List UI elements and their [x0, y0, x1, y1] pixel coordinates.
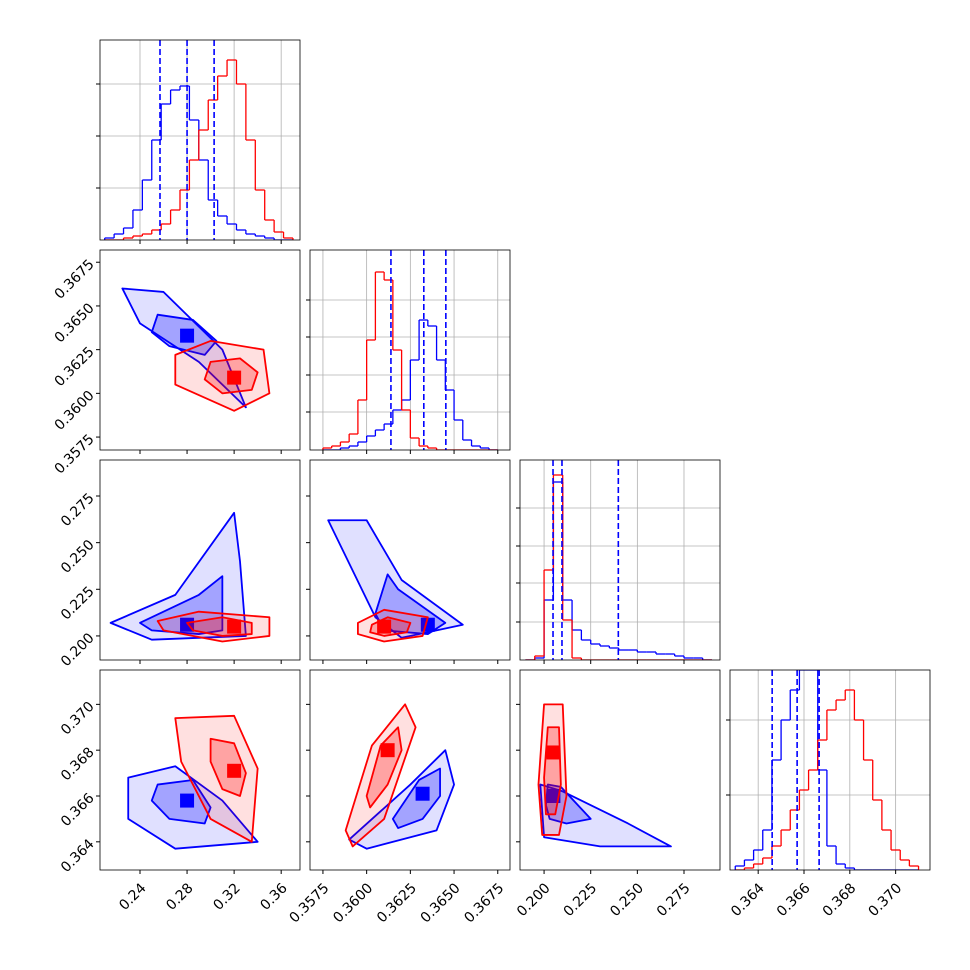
x-tick-label: 0.370	[866, 880, 906, 920]
x-tick-label: 0.200	[514, 880, 554, 920]
y-tick-label: 0.370	[58, 699, 98, 739]
histograms	[734, 670, 920, 870]
density-panel	[127, 714, 259, 850]
density-peak	[227, 619, 242, 634]
x-tick-label: 0.3625	[374, 880, 420, 926]
panel-frame	[309, 249, 511, 451]
y-tick-label: 0.200	[58, 630, 98, 670]
contour	[174, 340, 271, 412]
x-tick-label: 0.32	[210, 880, 243, 913]
density-peak	[380, 743, 395, 758]
x-tick-label: 0.3600	[330, 880, 376, 926]
y-tick-label: 0.3625	[52, 344, 98, 390]
density-peak	[227, 370, 242, 385]
density-panel	[327, 519, 464, 643]
histograms	[322, 271, 498, 450]
x-tick-label: 0.3675	[461, 880, 507, 926]
density-peak	[546, 745, 561, 760]
panel-frame	[729, 669, 931, 871]
panel-frame	[99, 459, 301, 661]
y-tick-label: 0.225	[58, 584, 98, 624]
density-panel	[109, 511, 271, 643]
y-tick-label: 0.366	[58, 790, 98, 830]
x-tick-label: 0.3575	[287, 880, 333, 926]
x-tick-label: 0.24	[116, 880, 149, 913]
density-panel	[537, 703, 672, 848]
y-tick-label: 0.3600	[52, 388, 98, 434]
panel-frame	[519, 669, 721, 871]
density-peak	[377, 619, 392, 634]
y-tick-label: 0.275	[58, 490, 98, 530]
density-peak	[180, 793, 195, 808]
density-peak	[546, 789, 561, 804]
panel-frame	[309, 669, 511, 871]
y-tick-label: 0.368	[58, 745, 98, 785]
x-tick-label: 0.3650	[418, 880, 464, 926]
x-tick-label: 0.225	[561, 880, 601, 920]
y-tick-label: 0.364	[58, 836, 98, 876]
y-tick-label: 0.3575	[52, 431, 98, 477]
x-tick-label: 0.250	[607, 880, 647, 920]
panel-frame	[99, 249, 301, 451]
density-peak	[227, 763, 242, 778]
contour	[327, 519, 464, 639]
contour	[121, 287, 247, 409]
histograms	[104, 59, 294, 240]
contour	[109, 511, 247, 641]
contour	[543, 726, 562, 816]
x-tick-label: 0.36	[257, 880, 290, 913]
panel-frame	[99, 39, 301, 241]
density-peak	[180, 328, 195, 343]
y-tick-label: 0.3675	[52, 257, 98, 303]
density-panel	[121, 287, 271, 412]
contour	[344, 703, 417, 848]
density-panel	[344, 703, 455, 850]
x-tick-label: 0.275	[654, 880, 694, 920]
contour	[174, 714, 259, 843]
x-tick-label: 0.364	[728, 880, 768, 920]
panel-frame	[309, 459, 511, 661]
panel-frame	[519, 459, 721, 661]
y-tick-label: 0.3650	[52, 300, 98, 346]
x-tick-label: 0.368	[820, 880, 860, 920]
y-tick-label: 0.250	[58, 537, 98, 577]
x-tick-label: 0.366	[774, 880, 814, 920]
density-peak	[415, 786, 430, 801]
panel-frame	[99, 669, 301, 871]
x-tick-label: 0.28	[163, 880, 196, 913]
